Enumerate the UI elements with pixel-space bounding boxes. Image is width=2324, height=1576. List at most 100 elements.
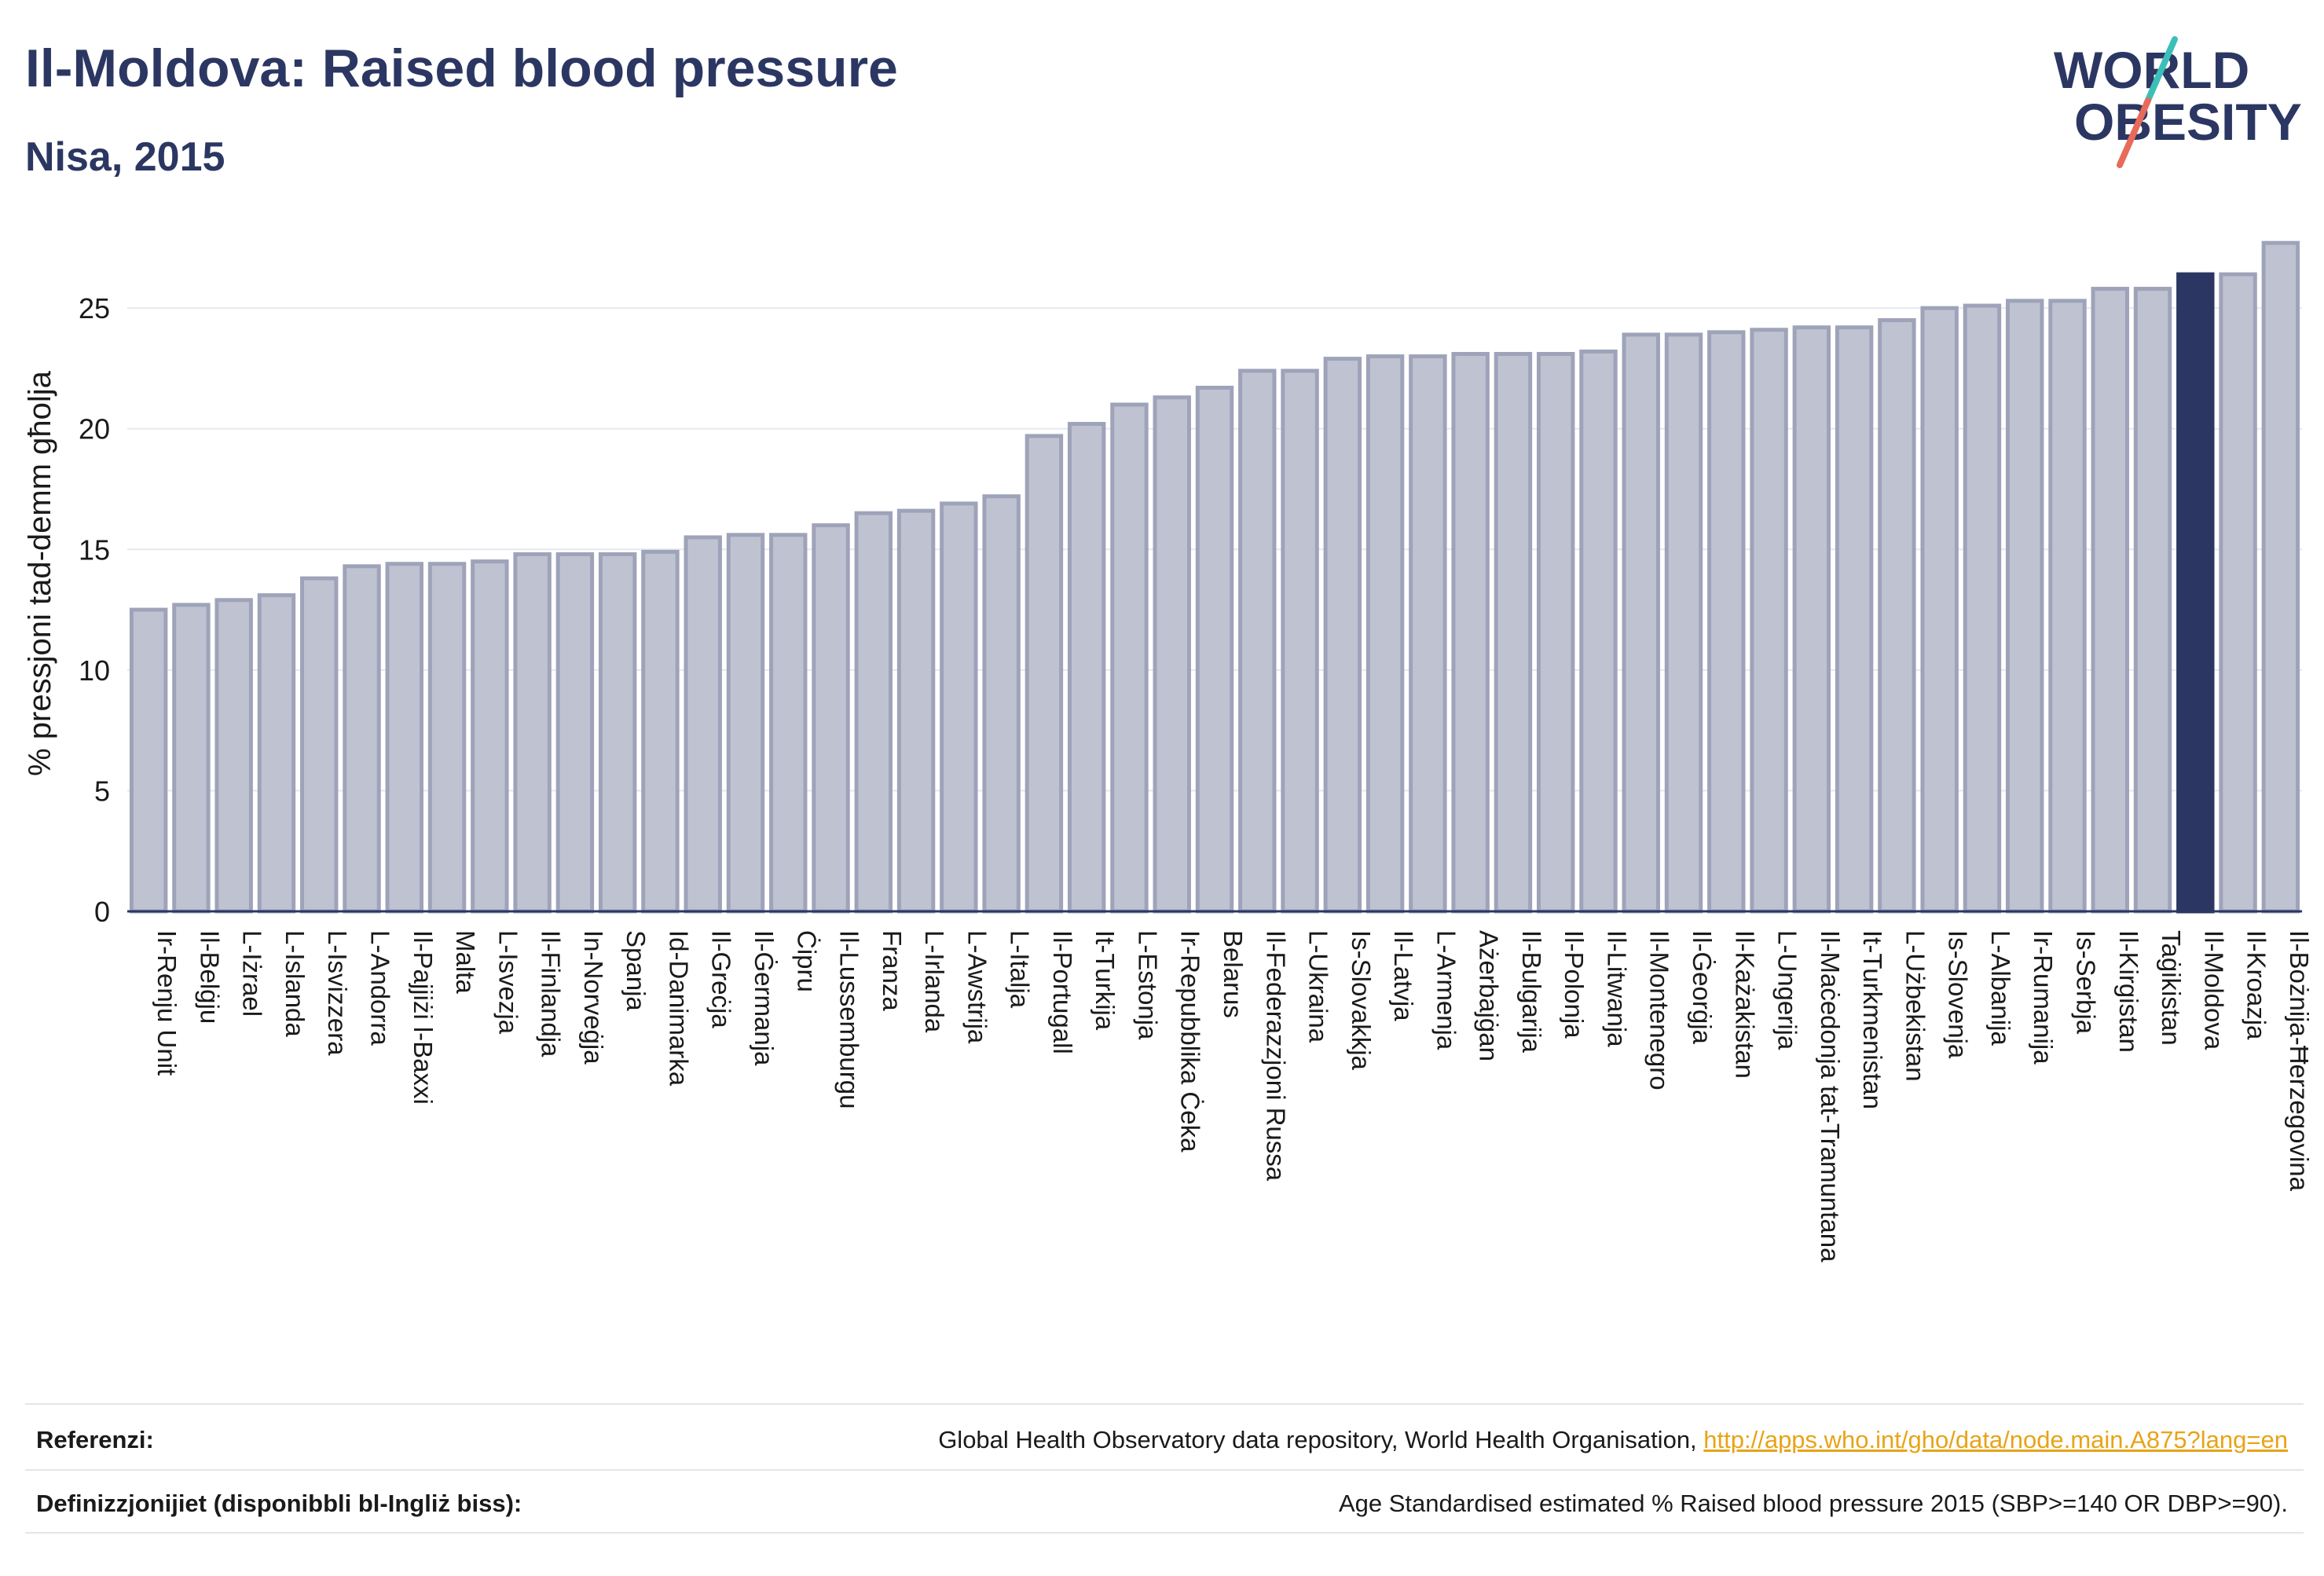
- bar: [385, 562, 423, 914]
- x-tick-label: L-Isvizzera: [323, 930, 352, 1056]
- x-tick-label: L-Albanija: [1986, 930, 2015, 1046]
- bar: [1195, 386, 1234, 914]
- y-tick-label: 25: [79, 292, 110, 324]
- bar: [2261, 240, 2300, 914]
- x-tick-label: Il-Lussemburgu: [835, 930, 864, 1109]
- bar: [982, 494, 1021, 914]
- bar: [1579, 349, 1618, 914]
- bar-highlighted: [2176, 272, 2215, 914]
- logo-line-2: OBESITY: [2074, 93, 2302, 151]
- bar: [1323, 357, 1362, 914]
- bar: [896, 508, 936, 914]
- world-obesity-logo: WORLD OBESITY: [2054, 36, 2302, 168]
- references-link[interactable]: http://apps.who.int/gho/data/node.main.A…: [1703, 1426, 2288, 1453]
- bar: [940, 501, 978, 914]
- axes: 0 5 10 15 20 25 Ir-Renju Unit Il-Belġju L-Iżrael…: [79, 292, 2314, 1263]
- footer-divider-top: [25, 1403, 2304, 1405]
- x-tick-label: Il-Latvja: [1389, 930, 1418, 1021]
- bar: [2006, 299, 2044, 914]
- bar: [1664, 332, 1703, 914]
- references-text: Global Health Observatory data repositor…: [938, 1426, 1704, 1453]
- bar: [1494, 352, 1533, 914]
- x-tick-label: L-Ukraina: [1304, 930, 1333, 1043]
- x-tick-label: L-Awstrija: [962, 930, 992, 1044]
- bar: [726, 533, 765, 914]
- bar: [769, 533, 808, 914]
- x-tick-label: Is-Serbja: [2071, 930, 2100, 1035]
- logo-slash-bottom: [2117, 97, 2151, 168]
- x-tick-label: Franza: [878, 930, 907, 1011]
- x-tick-label: Il-Belġju: [195, 930, 224, 1024]
- bar: [1409, 354, 1447, 914]
- x-tick-label: Il-Każakistan: [1730, 930, 1759, 1079]
- x-tick-label: Id-Danimarka: [664, 930, 693, 1087]
- x-tick-label: L-Islanda: [280, 930, 310, 1037]
- y-tick-label: 15: [79, 533, 110, 566]
- x-tick-label: Il-Federazzjoni Russa: [1261, 930, 1290, 1182]
- x-tick-label: Il-Polonja: [1560, 930, 1589, 1039]
- footer-divider-bottom: [25, 1532, 2304, 1534]
- y-tick-label: 5: [94, 775, 110, 807]
- x-tick-label: Taġikistan: [2157, 930, 2186, 1046]
- x-tick-label: L-Italja: [1006, 930, 1035, 1009]
- bar: [1963, 303, 2002, 914]
- x-tick-label: It-Turkmenistan: [1858, 930, 1887, 1109]
- bar: [2219, 272, 2257, 914]
- bar: [1750, 328, 1788, 914]
- bar: [1281, 368, 1319, 914]
- bar: [1920, 306, 1959, 914]
- x-tick-label: Il-Greċja: [707, 930, 736, 1028]
- x-tick-label: Il-Kirgistan: [2114, 930, 2143, 1053]
- bar: [1451, 352, 1490, 914]
- x-tick-label: In-Norveġja: [579, 930, 608, 1065]
- x-tick-label: Il-Moldova: [2199, 930, 2228, 1050]
- y-axis-label: % pressjoni tad-demm għolja: [23, 370, 57, 776]
- x-tick-label: Ir-Renju Unit: [152, 930, 181, 1076]
- bar: [343, 564, 381, 914]
- references-value: Global Health Observatory data repositor…: [938, 1426, 2288, 1454]
- footer-divider-middle: [25, 1469, 2304, 1471]
- x-tick-label: L-Estonja: [1133, 930, 1162, 1040]
- x-tick-label: Il-Pajjiżi l-Baxxi: [409, 930, 438, 1105]
- x-tick-label: Il-Bożnija-Ħerzegovina: [2285, 930, 2314, 1192]
- bar: [854, 511, 893, 914]
- bar: [1067, 422, 1106, 914]
- x-tick-label: Il-Maċedonja tat-Tramuntana: [1816, 930, 1845, 1263]
- x-tick-label: Il-Finlandja: [537, 930, 566, 1057]
- x-tick-label: Il-Litwanja: [1602, 930, 1631, 1047]
- references-label: Referenzi:: [36, 1426, 154, 1453]
- definitions-value: Age Standardised estimated % Raised bloo…: [1338, 1490, 2288, 1517]
- x-tick-label: Il-Bulgarija: [1517, 930, 1546, 1054]
- bar: [1536, 352, 1575, 914]
- bar: [471, 559, 509, 914]
- bar-chart: 0 5 10 15 20 25 Ir-Renju Unit Il-Belġju L-Iżrael…: [23, 240, 2314, 1263]
- bar: [427, 562, 467, 914]
- x-tick-label: Il-Ġeorġja: [1688, 930, 1717, 1045]
- bar: [2091, 287, 2129, 914]
- bar: [1835, 325, 1874, 914]
- bar: [257, 593, 296, 914]
- bar: [1110, 402, 1149, 914]
- bar: [598, 552, 637, 914]
- chart-subtitle: Nisa, 2015: [25, 134, 225, 180]
- bar: [641, 549, 680, 914]
- bar: [1153, 395, 1191, 914]
- x-tick-label: It-Turkija: [1091, 930, 1120, 1031]
- bar: [1792, 325, 1831, 914]
- x-tick-label: Belarus: [1219, 930, 1248, 1018]
- bar: [2048, 299, 2087, 914]
- bar: [1238, 368, 1277, 914]
- bar: [513, 552, 552, 914]
- bar: [555, 552, 595, 914]
- x-tick-label: Spanja: [621, 930, 651, 1011]
- x-tick-label: Il-Ġermanja: [750, 930, 779, 1066]
- bar: [812, 523, 850, 914]
- bar: [1707, 330, 1746, 914]
- x-tick-label: L-Armenja: [1431, 930, 1461, 1050]
- bar: [1025, 434, 1064, 914]
- bar: [300, 576, 339, 914]
- x-tick-label: Il-Kroazja: [2242, 930, 2271, 1040]
- x-tick-label: L-Iżrael: [238, 930, 267, 1017]
- y-tick-label: 0: [94, 896, 110, 928]
- x-tick-label: Ir-Repubblika Ċeka: [1176, 930, 1205, 1153]
